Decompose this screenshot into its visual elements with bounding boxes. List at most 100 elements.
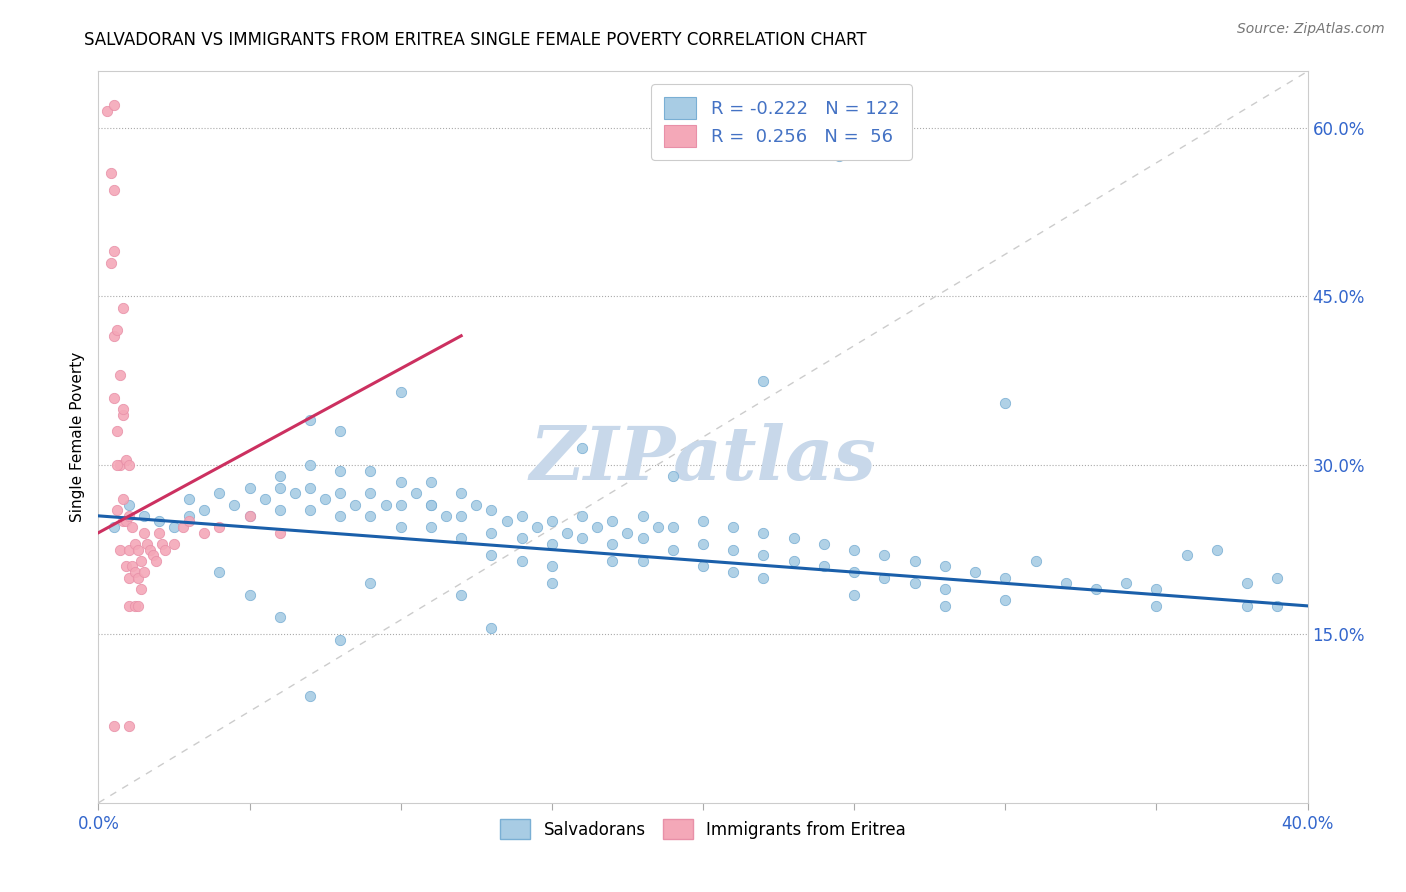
Point <box>813 537 835 551</box>
Point <box>389 475 412 489</box>
Point <box>934 559 956 574</box>
Point <box>253 491 276 506</box>
Point <box>269 481 291 495</box>
Point <box>148 515 170 529</box>
Point <box>118 458 141 473</box>
Point <box>631 532 654 546</box>
Point <box>179 508 201 523</box>
Point <box>329 632 352 647</box>
Point <box>465 498 488 512</box>
Point <box>103 98 125 112</box>
Point <box>631 554 654 568</box>
Point <box>873 548 896 562</box>
Point <box>329 486 352 500</box>
Point <box>571 442 593 456</box>
Point <box>239 588 262 602</box>
Point <box>132 525 155 540</box>
Point <box>114 452 136 467</box>
Point <box>329 425 352 439</box>
Point <box>239 508 262 523</box>
Point <box>844 542 866 557</box>
Point <box>450 486 472 500</box>
Point <box>904 554 927 568</box>
Point <box>540 559 562 574</box>
Point <box>904 576 927 591</box>
Point <box>299 503 322 517</box>
Point <box>124 537 146 551</box>
Point <box>105 458 128 473</box>
Legend: Salvadorans, Immigrants from Eritrea: Salvadorans, Immigrants from Eritrea <box>491 809 915 849</box>
Text: SALVADORAN VS IMMIGRANTS FROM ERITREA SINGLE FEMALE POVERTY CORRELATION CHART: SALVADORAN VS IMMIGRANTS FROM ERITREA SI… <box>84 31 868 49</box>
Point <box>208 520 231 534</box>
Point <box>299 458 322 473</box>
Point <box>1085 582 1108 596</box>
Point <box>571 532 593 546</box>
Point <box>127 599 149 613</box>
Point <box>571 508 593 523</box>
Point <box>163 537 186 551</box>
Point <box>602 515 624 529</box>
Point <box>661 469 683 483</box>
Point <box>145 554 167 568</box>
Point <box>1024 554 1046 568</box>
Point <box>692 515 714 529</box>
Point <box>389 520 412 534</box>
Point <box>844 565 866 579</box>
Point <box>193 525 215 540</box>
Point <box>329 508 352 523</box>
Point <box>374 498 396 512</box>
Point <box>405 486 427 500</box>
Point <box>111 401 134 416</box>
Point <box>239 508 262 523</box>
Point <box>193 503 215 517</box>
Point <box>1115 576 1137 591</box>
Point <box>783 532 806 546</box>
Point <box>132 508 155 523</box>
Point <box>752 548 775 562</box>
Point <box>1144 582 1167 596</box>
Point <box>118 719 141 733</box>
Point <box>103 182 125 196</box>
Point <box>148 525 170 540</box>
Point <box>510 554 533 568</box>
Point <box>481 525 503 540</box>
Point <box>389 498 412 512</box>
Point <box>108 368 131 383</box>
Point <box>752 374 775 388</box>
Point <box>495 515 517 529</box>
Point <box>105 323 128 337</box>
Point <box>208 565 231 579</box>
Point <box>1267 599 1289 613</box>
Point <box>540 576 562 591</box>
Point <box>450 532 472 546</box>
Point <box>481 621 503 635</box>
Point <box>965 565 987 579</box>
Point <box>163 520 186 534</box>
Point <box>105 425 128 439</box>
Point <box>661 542 683 557</box>
Point <box>114 515 136 529</box>
Point <box>723 542 745 557</box>
Point <box>360 486 382 500</box>
Point <box>121 559 143 574</box>
Point <box>105 503 128 517</box>
Point <box>179 491 201 506</box>
Point <box>269 503 291 517</box>
Point <box>179 515 201 529</box>
Point <box>124 565 146 579</box>
Point <box>692 537 714 551</box>
Text: Source: ZipAtlas.com: Source: ZipAtlas.com <box>1237 22 1385 37</box>
Point <box>111 408 134 422</box>
Point <box>586 520 609 534</box>
Point <box>510 508 533 523</box>
Point <box>420 520 443 534</box>
Point <box>103 391 125 405</box>
Point <box>994 571 1017 585</box>
Point <box>1236 599 1258 613</box>
Point <box>873 571 896 585</box>
Point <box>118 542 141 557</box>
Point <box>103 244 125 259</box>
Point <box>127 571 149 585</box>
Point <box>239 481 262 495</box>
Point <box>108 458 131 473</box>
